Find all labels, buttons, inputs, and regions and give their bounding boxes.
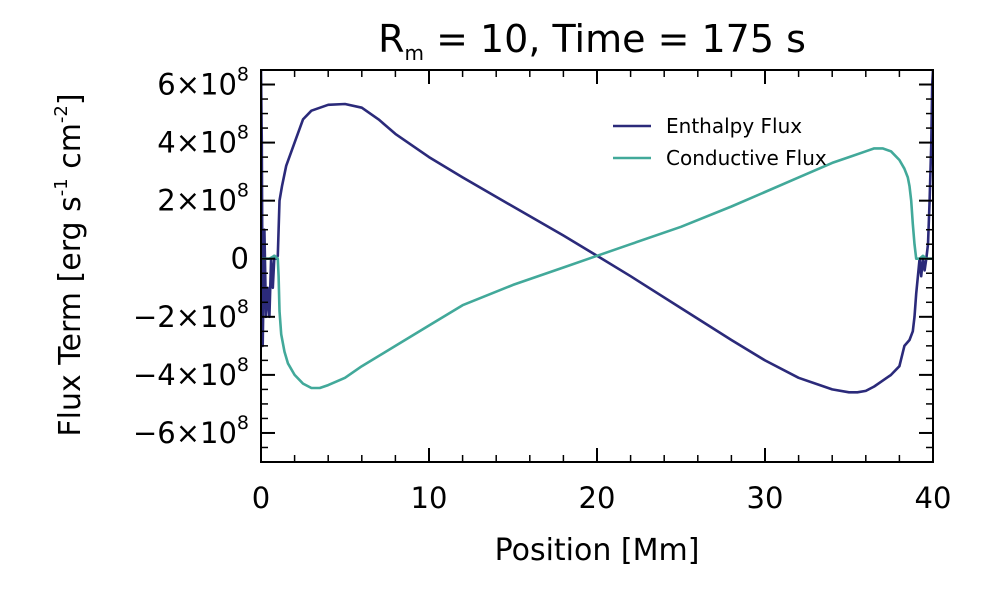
y-tick-mantissa: 6×10 (157, 68, 237, 102)
y-tick-label: −6×108 (133, 412, 249, 450)
y-tick-mantissa: −2×10 (133, 300, 237, 334)
y-tick-label: −4×108 (133, 354, 249, 392)
y-tick-exponent: 8 (237, 180, 249, 202)
y-tick-mantissa: −4×10 (133, 358, 237, 392)
y-tick-label: 6×108 (157, 64, 249, 102)
y-tick-exponent: 8 (237, 354, 249, 376)
ylabel-main: Flux Term [erg s (53, 196, 88, 436)
x-tick-label: 40 (915, 481, 952, 515)
y-tick-label: 4×108 (157, 122, 249, 160)
series-line-0 (261, 70, 933, 394)
ylabel-exp1: -1 (51, 178, 72, 196)
legend: Enthalpy Flux Conductive Flux (613, 114, 827, 170)
y-tick-mantissa: 2×10 (157, 184, 237, 218)
x-axis-label: Position [Mm] (495, 533, 700, 568)
y-tick-exponent: 8 (237, 296, 249, 318)
title-subscript: m (405, 41, 424, 65)
legend-label-0: Enthalpy Flux (666, 114, 802, 138)
y-axis-label: Flux Term [erg s-1 cm-2] (51, 93, 88, 436)
y-tick-exponent: 8 (237, 412, 249, 434)
y-tick-mantissa: −6×10 (133, 416, 237, 450)
series-layer (261, 70, 933, 394)
chart-title: Rm = 10, Time = 175 s (378, 17, 806, 65)
x-tick-label: 0 (252, 481, 270, 515)
y-tick-label: 2×108 (157, 180, 249, 218)
x-tick-label: 10 (411, 481, 448, 515)
plot-frame (260, 69, 934, 463)
x-tick-label: 20 (579, 481, 616, 515)
x-tick-label: 30 (747, 481, 784, 515)
title-symbol: R (378, 17, 404, 61)
legend-label-1: Conductive Flux (666, 146, 827, 170)
y-tick-mantissa: 0 (231, 242, 249, 276)
y-tick-mantissa: 4×10 (157, 126, 237, 160)
ylabel-exp2: -2 (51, 105, 72, 123)
series-line-1 (261, 147, 933, 390)
y-tick-exponent: 8 (237, 122, 249, 144)
ylabel-end: ] (53, 93, 88, 105)
ylabel-middle: cm (53, 123, 88, 178)
y-tick-label: 0 (231, 242, 249, 276)
y-tick-exponent: 8 (237, 64, 249, 86)
title-rest: = 10, Time = 175 s (424, 17, 806, 61)
y-tick-label: −2×108 (133, 296, 249, 334)
tick-layer: 0 10 20 30 406×1084×1082×1080−2×108−4×108−6×… (133, 64, 952, 515)
